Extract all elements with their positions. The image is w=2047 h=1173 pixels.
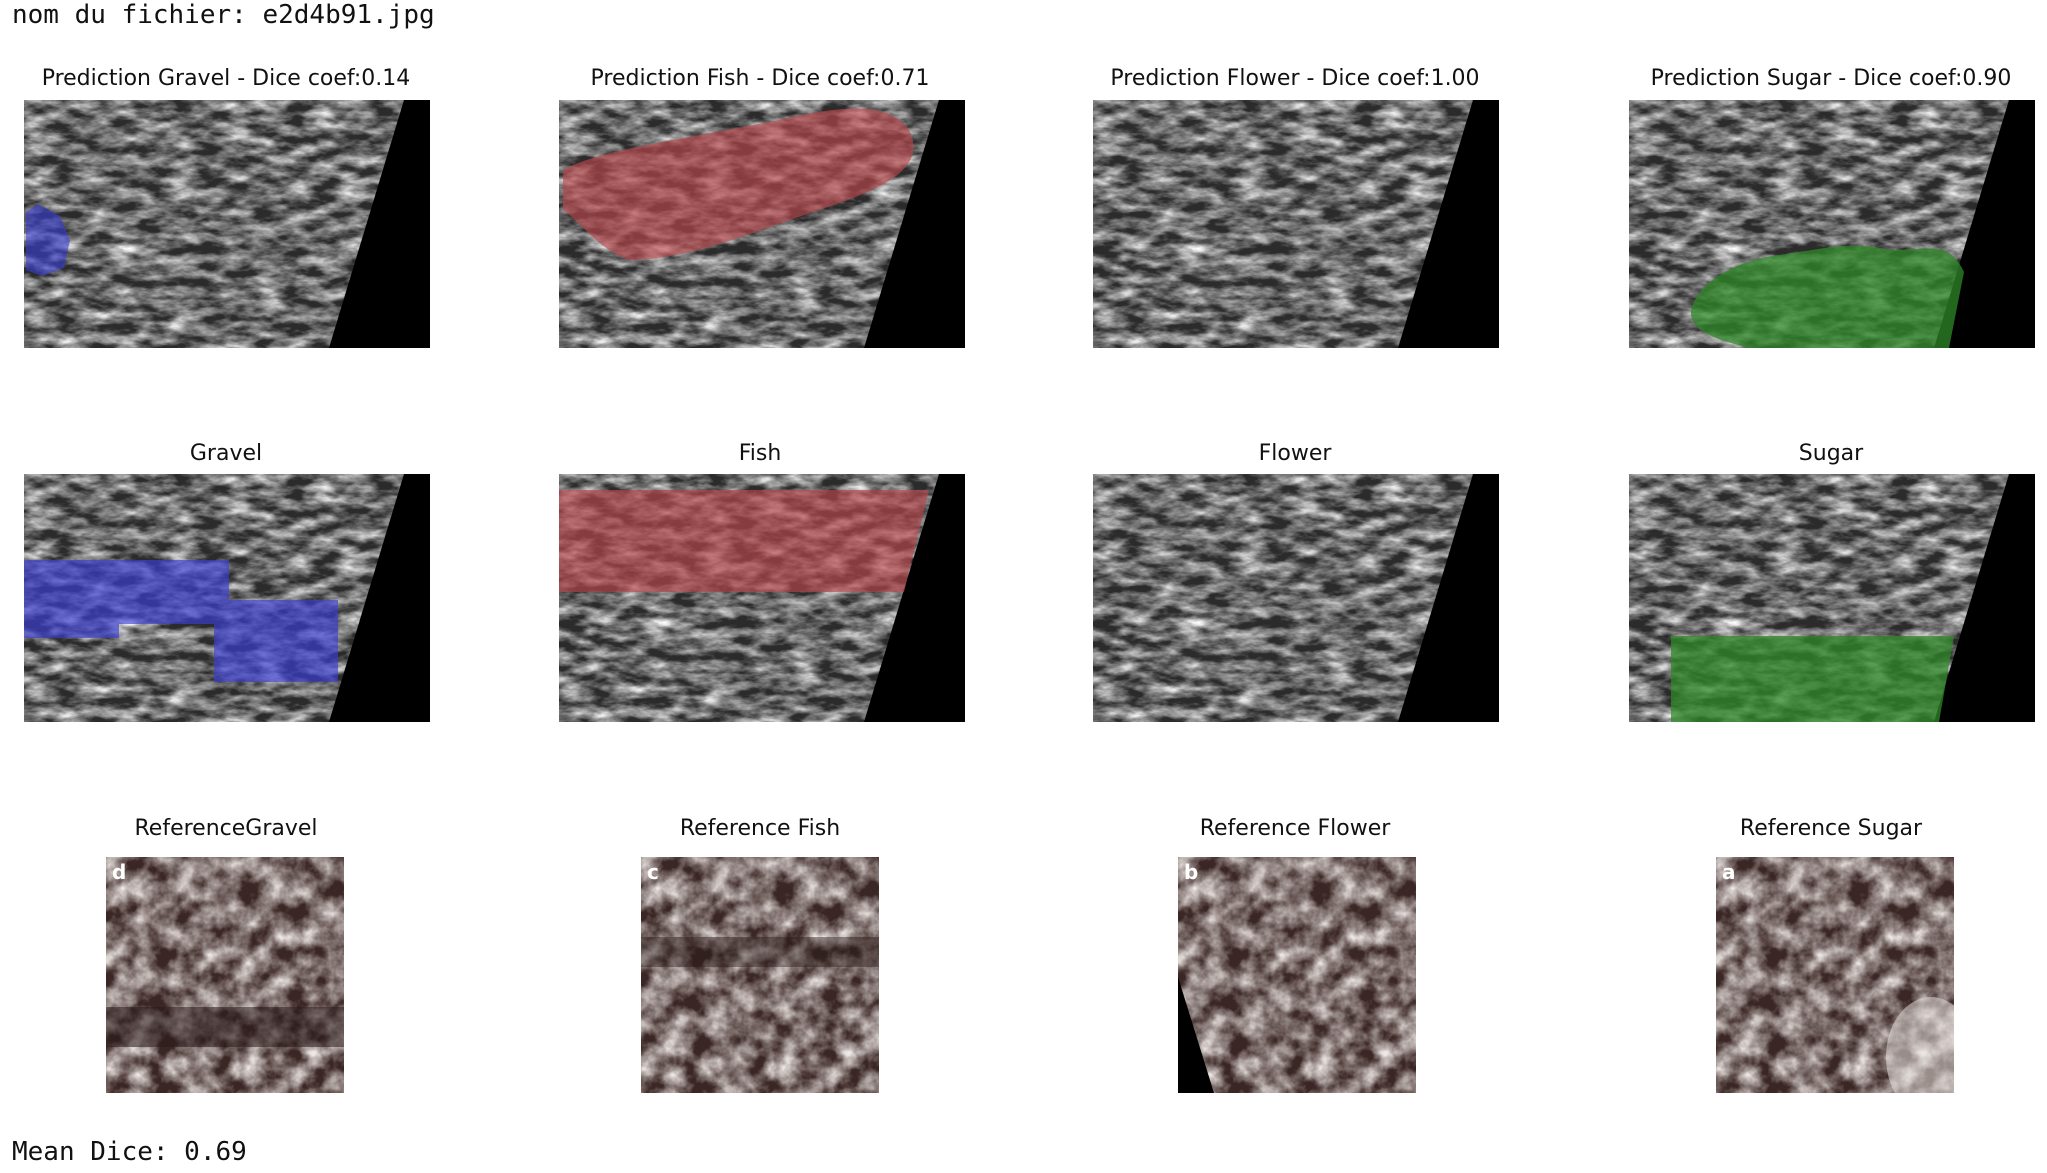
gt-sugar-title: Sugar (1798, 441, 1864, 466)
prediction-flower-image (1093, 100, 1499, 348)
gt-flower-image (1093, 474, 1499, 722)
reference-gravel-letter: d (112, 860, 126, 884)
reference-flower-title: Reference Flower (1199, 816, 1391, 841)
reference-sugar-letter: a (1722, 860, 1736, 884)
gt-gravel-mask (24, 560, 338, 682)
gt-gravel-title: Gravel (189, 441, 263, 466)
reference-fish-image: c (641, 857, 879, 1093)
gt-sugar-image (1629, 474, 2035, 722)
reference-sugar-image: a (1716, 857, 1954, 1093)
prediction-sugar-mask (1690, 245, 1964, 348)
gt-fish-image (559, 474, 965, 722)
gt-flower-title: Flower (1258, 441, 1332, 466)
reference-sugar-title: Reference Sugar (1739, 816, 1923, 841)
reference-flower-letter: b (1184, 860, 1198, 884)
prediction-fish-mask (563, 108, 914, 260)
prediction-sugar-image (1629, 100, 2035, 348)
prediction-flower-title: Prediction Flower - Dice coef:1.00 (1110, 66, 1480, 91)
reference-gravel-title: ReferenceGravel (134, 816, 318, 841)
prediction-gravel-mask (26, 204, 70, 276)
prediction-fish-title: Prediction Fish - Dice coef:0.71 (590, 66, 930, 91)
reference-fish-title: Reference Fish (679, 816, 841, 841)
reference-flower-image: b (1178, 857, 1416, 1093)
reference-fish-letter: c (647, 860, 659, 884)
reference-gravel-image: d (106, 857, 344, 1093)
gt-gravel-image (24, 474, 430, 722)
mean-dice-line: Mean Dice: 0.69 (12, 1137, 247, 1167)
prediction-gravel-title: Prediction Gravel - Dice coef:0.14 (41, 66, 411, 91)
gt-fish-mask (559, 490, 929, 592)
prediction-gravel-image (24, 100, 430, 348)
gt-fish-title: Fish (738, 441, 782, 466)
gt-sugar-mask (1671, 636, 1954, 722)
prediction-fish-image (559, 100, 965, 348)
filename-line: nom du fichier: e2d4b91.jpg (12, 0, 435, 30)
prediction-sugar-title: Prediction Sugar - Dice coef:0.90 (1650, 66, 2012, 91)
